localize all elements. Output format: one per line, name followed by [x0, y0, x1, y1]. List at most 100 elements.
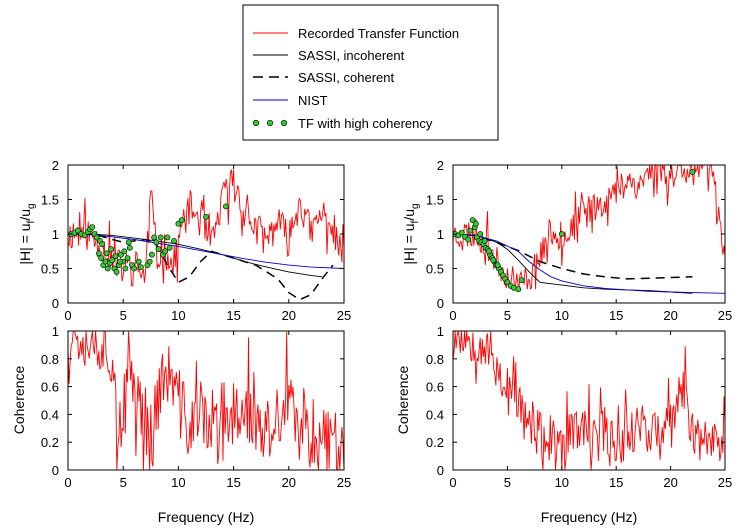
data-point-high-coherency: [153, 239, 160, 246]
data-point-high-coherency: [108, 246, 114, 253]
panel-coh-right: 0 5 10 15 20 25 0 0.2 0.4 0.6 0.8 1 Coherence Frequ…: [395, 324, 732, 525]
legend-label-sassi-incoherent: SASSI, incoherent: [298, 48, 405, 63]
ylabel-tf-right: |H| = uf/ug: [401, 203, 421, 264]
y-tick-label: 1.5: [426, 193, 444, 208]
legend-entry-recorded: Recorded Transfer Function: [253, 26, 459, 41]
data-point-high-coherency: [494, 262, 501, 268]
marks-coh-left: [68, 331, 344, 470]
series-line-recorded: [453, 165, 725, 290]
data-point-high-coherency: [518, 277, 525, 284]
x-tick-label: 25: [718, 308, 732, 323]
legend-dot: [266, 119, 274, 127]
legend-entry-sassi-incoherent: SASSI, incoherent: [253, 48, 405, 63]
data-point-high-coherency: [103, 250, 110, 257]
ylabel-sub-f: f: [410, 220, 421, 223]
series-line-incoherent: [453, 233, 693, 294]
data-point-high-coherency: [109, 257, 116, 264]
y-tick-label: 0.2: [426, 435, 444, 450]
data-point-high-coherency: [472, 220, 479, 227]
x-tick-label: 20: [282, 475, 296, 490]
x-tick-label: 20: [663, 308, 677, 323]
x-tick-label: 5: [120, 308, 127, 323]
series-line-recorded: [68, 331, 344, 470]
y-tick-label: 0: [437, 463, 444, 478]
y-tick-label: 0.2: [41, 435, 59, 450]
data-point-high-coherency: [126, 244, 133, 251]
data-point-high-coherency: [104, 265, 111, 272]
x-tick-label: 20: [663, 475, 677, 490]
x-tick-label: 25: [337, 475, 351, 490]
y-tick-label: 0.8: [41, 352, 59, 367]
series-line-incoherent: [68, 233, 322, 278]
data-point-high-coherency: [178, 217, 185, 224]
data-point-high-coherency: [151, 234, 157, 241]
y-tick-label: 0.8: [426, 352, 444, 367]
x-tick-label: 15: [609, 475, 623, 490]
x-tick-label: 0: [64, 475, 71, 490]
ylabel-main: |H| = u: [401, 223, 417, 264]
data-point-high-coherency: [99, 241, 106, 248]
x-tick-label: 0: [64, 308, 71, 323]
data-point-high-coherency: [124, 255, 131, 261]
data-point-high-coherency: [96, 250, 102, 257]
series-line-coherent: [68, 233, 334, 301]
data-point-high-coherency: [469, 217, 476, 224]
legend-label-sassi-coherent: SASSI, coherent: [298, 70, 394, 85]
ticks-tf-left: 0 5 10 15 20 25 0 0.5 1 1.5 2: [41, 158, 351, 323]
ticks-coh-right: 0 5 10 15 20 25 0 0.2 0.4 0.6 0.8 1: [426, 324, 732, 490]
data-point-high-coherency: [166, 244, 173, 251]
x-tick-label: 5: [504, 308, 511, 323]
series-line-coherent: [453, 233, 693, 280]
xlabel-coh-left: Frequency (Hz): [158, 509, 254, 525]
data-point-high-coherency: [98, 255, 104, 261]
data-point-high-coherency: [157, 234, 164, 241]
data-point-high-coherency: [458, 229, 465, 236]
y-tick-label: 0: [437, 296, 444, 311]
data-point-high-coherency: [175, 220, 182, 227]
data-point-high-coherency: [125, 239, 132, 246]
y-tick-label: 1: [437, 227, 444, 242]
y-tick-label: 0.4: [426, 407, 444, 422]
x-tick-label: 20: [282, 308, 296, 323]
legend-box: [242, 4, 499, 141]
series-line-recorded: [453, 331, 725, 470]
x-tick-label: 10: [171, 475, 185, 490]
data-point-high-coherency: [117, 258, 123, 265]
legend-entry-tf-high-coherency: TF with high coherency: [252, 116, 433, 131]
data-point-high-coherency: [155, 246, 162, 253]
xlabel-coh-right: Frequency (Hz): [541, 509, 637, 525]
data-point-high-coherency: [93, 234, 100, 241]
ylabel-sub-g: g: [410, 203, 421, 209]
ylabel-tf-left: |H| = uf/ug: [17, 203, 37, 264]
ylabel-slash: /u: [401, 209, 417, 221]
panel-coh-left: 0 5 10 15 20 25 0 0.2 0.4 0.6 0.8 1 Coherence Frequ…: [11, 324, 351, 525]
data-point-high-coherency: [137, 264, 144, 270]
data-point-high-coherency: [490, 257, 497, 264]
data-point-high-coherency: [122, 265, 129, 272]
data-point-high-coherency: [89, 224, 96, 230]
data-point-high-coherency: [131, 265, 138, 272]
y-tick-label: 1: [52, 324, 59, 339]
series-line-nist: [68, 233, 344, 269]
data-point-high-coherency: [504, 279, 511, 286]
legend-dot: [252, 119, 260, 127]
legend: Recorded Transfer Function SASSI, incohe…: [242, 4, 499, 141]
data-point-high-coherency: [121, 248, 128, 255]
y-tick-label: 0.5: [426, 262, 444, 277]
data-point-high-coherency: [146, 258, 153, 265]
data-point-high-coherency: [81, 232, 88, 239]
x-tick-label: 15: [226, 308, 240, 323]
data-point-high-coherency: [481, 237, 488, 244]
legend-label-nist: NIST: [298, 93, 328, 108]
data-point-high-coherency: [465, 236, 472, 243]
ylabel-sub-g: g: [26, 203, 37, 209]
y-tick-label: 0.6: [426, 380, 444, 395]
marks-tf-right: [453, 165, 725, 294]
y-tick-label: 1: [437, 324, 444, 339]
data-point-high-coherency: [467, 227, 474, 234]
legend-entry-nist: NIST: [253, 93, 328, 108]
x-tick-label: 0: [449, 475, 456, 490]
marks-tf-left: [68, 169, 344, 301]
legend-label-tf-high-coherency: TF with high coherency: [298, 116, 433, 131]
